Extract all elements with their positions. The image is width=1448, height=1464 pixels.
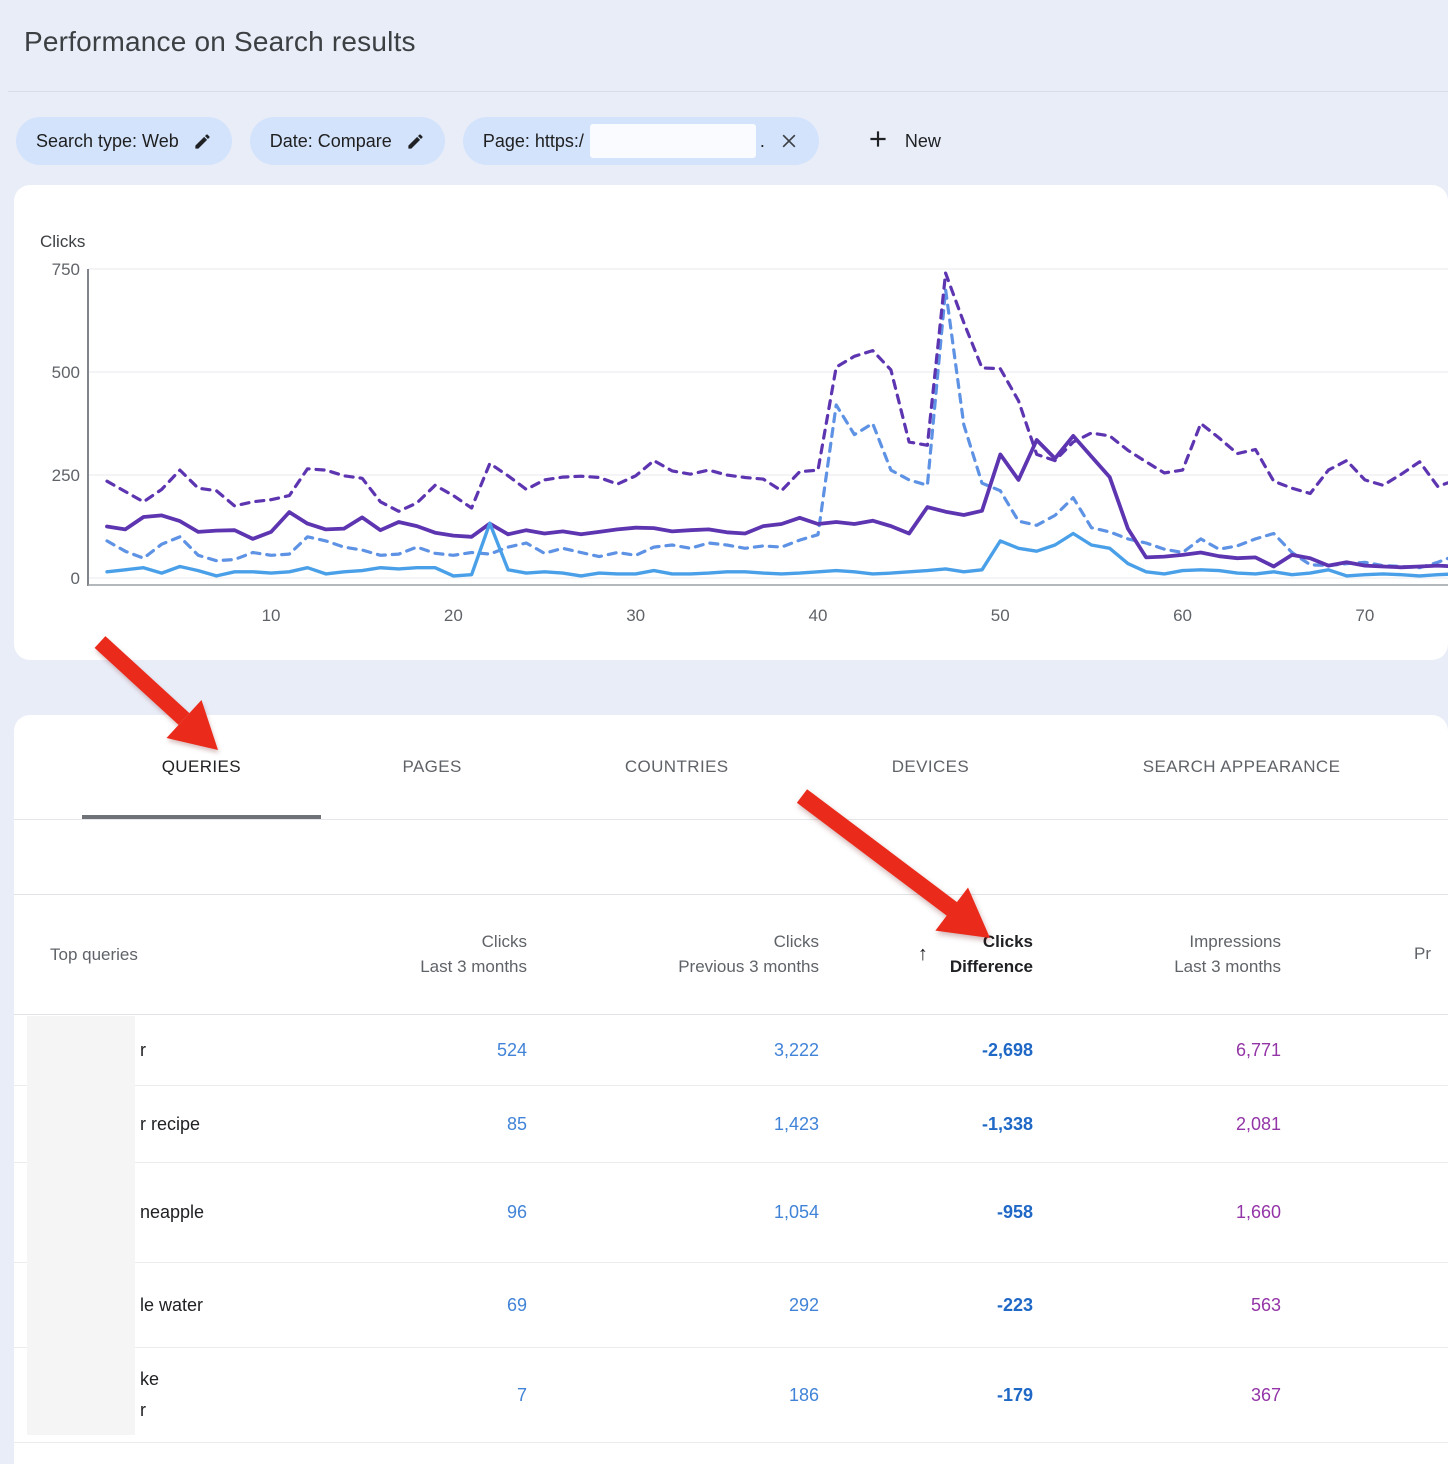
- dimension-tabs: QUERIESPAGESCOUNTRIESDEVICESSEARCH APPEA…: [14, 715, 1448, 820]
- impressions-value: 563: [1033, 1295, 1281, 1316]
- filter-bar: Search type: Web Date: Compare Page: https…: [16, 117, 941, 165]
- column-header-line1: Clicks: [774, 932, 819, 952]
- top-queries-header: Top queries: [14, 945, 380, 965]
- x-tick-label: 10: [262, 606, 281, 625]
- x-tick-label: 50: [991, 606, 1010, 625]
- column-header-line2: Last 3 months: [1174, 957, 1281, 977]
- table-row[interactable]: neapple961,054-9581,660: [14, 1163, 1448, 1263]
- table-header-row: Top queries Clicks Last 3 months Clicks Prev…: [14, 894, 1448, 1015]
- x-tick-label: 40: [809, 606, 828, 625]
- close-icon[interactable]: [779, 131, 799, 151]
- tab-devices[interactable]: DEVICES: [826, 715, 1035, 819]
- filter-chip-label: Date: Compare: [270, 131, 392, 152]
- query-text-fragment: r: [140, 1035, 380, 1066]
- series-impressions-previous-3-months: [107, 273, 1448, 511]
- clicks-previous-value: 292: [527, 1295, 819, 1316]
- column-header-line1: Impressions: [1189, 932, 1281, 952]
- column-header-text: Clicks Previous 3 months: [678, 932, 819, 978]
- clicks-difference-value: -958: [819, 1202, 1033, 1223]
- clicks-value: 524: [380, 1040, 527, 1061]
- table-row[interactable]: r5243,222-2,6986,771: [14, 1015, 1448, 1086]
- tab-pages[interactable]: PAGES: [337, 715, 528, 819]
- clicks-difference-value: -223: [819, 1295, 1033, 1316]
- column-header-text: Clicks Difference: [950, 932, 1033, 978]
- filter-chip-label: Page: https:/: [483, 131, 584, 152]
- query-text-fragment: r recipe: [140, 1109, 380, 1140]
- redacted-url: [590, 124, 756, 158]
- sort-ascending-icon: ↑: [918, 943, 928, 966]
- clicks-difference-value: -2,698: [819, 1040, 1033, 1061]
- chart-card: 0 250 500 750 Clicks 10 20 30 40 50 60 70: [14, 185, 1448, 660]
- clicks-previous-value: 1,054: [527, 1202, 819, 1223]
- column-header-text: Clicks Last 3 months: [420, 932, 527, 978]
- new-filter-label: New: [905, 131, 941, 152]
- y-tick-label: 250: [52, 466, 80, 485]
- header-divider: [8, 91, 1448, 92]
- series-clicks-last-3-months: [107, 523, 1448, 576]
- table-body: r5243,222-2,6986,771r recipe851,423-1,33…: [14, 1015, 1448, 1443]
- column-header-line2: Previous 3 months: [678, 957, 819, 977]
- query-text-fragment: r: [140, 1395, 380, 1426]
- table-card: QUERIESPAGESCOUNTRIESDEVICESSEARCH APPEA…: [14, 715, 1448, 1464]
- column-header-line1: Clicks: [482, 932, 527, 952]
- impressions-value: 1,660: [1033, 1202, 1281, 1223]
- query-text-fragment: ke: [140, 1364, 380, 1395]
- clicks-value: 96: [380, 1202, 527, 1223]
- column-header-clicks-previous-3-months[interactable]: Clicks Previous 3 months: [527, 932, 819, 978]
- filter-chip-label: Search type: Web: [36, 131, 179, 152]
- filter-chip-date[interactable]: Date: Compare: [250, 117, 445, 165]
- query-redaction-block: [27, 1016, 135, 1435]
- column-header-pr[interactable]: Pr: [1281, 944, 1448, 964]
- clicks-value: 69: [380, 1295, 527, 1316]
- table-row[interactable]: le water69292-223563: [14, 1263, 1448, 1348]
- filter-chip-page[interactable]: Page: https:/.: [463, 117, 819, 165]
- chip-suffix-text: .: [760, 131, 765, 152]
- x-tick-label: 30: [626, 606, 645, 625]
- chart-metric-label: Clicks: [40, 232, 85, 251]
- y-tick-label: 500: [52, 363, 80, 382]
- impressions-value: 2,081: [1033, 1114, 1281, 1135]
- column-header-impressions-last-3-months[interactable]: Impressions Last 3 months: [1033, 932, 1281, 978]
- x-tick-label: 60: [1173, 606, 1192, 625]
- tab-search-appearance[interactable]: SEARCH APPEARANCE: [1035, 715, 1448, 819]
- clicks-difference-value: -179: [819, 1385, 1033, 1406]
- clicks-previous-value: 1,423: [527, 1114, 819, 1135]
- table-row[interactable]: r recipe851,423-1,3382,081: [14, 1086, 1448, 1163]
- clicks-previous-value: 186: [527, 1385, 819, 1406]
- column-header-line2: Last 3 months: [420, 957, 527, 977]
- performance-line-chart[interactable]: 0 250 500 750 Clicks 10 20 30 40 50 60 70: [14, 185, 1448, 660]
- table-row[interactable]: ker7186-179367: [14, 1348, 1448, 1443]
- table-toolbar-space: [14, 820, 1448, 894]
- tab-countries[interactable]: COUNTRIES: [528, 715, 826, 819]
- impressions-value: 367: [1033, 1385, 1281, 1406]
- y-tick-label: 0: [71, 569, 80, 588]
- tab-queries[interactable]: QUERIES: [66, 715, 337, 819]
- clicks-previous-value: 3,222: [527, 1040, 819, 1061]
- column-header-line1: Clicks: [983, 932, 1033, 952]
- clicks-value: 85: [380, 1114, 527, 1135]
- column-header-line2: Difference: [950, 957, 1033, 977]
- column-header-clicks-difference[interactable]: ↑ Clicks Difference: [819, 932, 1033, 978]
- impressions-value: 6,771: [1033, 1040, 1281, 1061]
- edit-pencil-icon[interactable]: [193, 132, 212, 151]
- query-text-fragment: neapple: [140, 1197, 380, 1228]
- page-header: Performance on Search results Search typ…: [0, 0, 1448, 185]
- filter-chip-search-type[interactable]: Search type: Web: [16, 117, 232, 165]
- column-header-line2: Pr: [1414, 944, 1431, 964]
- new-filter-button[interactable]: New: [865, 126, 941, 157]
- clicks-difference-value: -1,338: [819, 1114, 1033, 1135]
- column-header-clicks-last-3-months[interactable]: Clicks Last 3 months: [380, 932, 527, 978]
- query-text-fragment: le water: [140, 1290, 380, 1321]
- clicks-value: 7: [380, 1385, 527, 1406]
- x-tick-label: 20: [444, 606, 463, 625]
- x-tick-label: 70: [1355, 606, 1374, 625]
- page-title: Performance on Search results: [24, 26, 416, 58]
- edit-pencil-icon[interactable]: [406, 132, 425, 151]
- column-header-text: Impressions Last 3 months: [1174, 932, 1281, 978]
- column-header-text: Pr: [1414, 944, 1431, 964]
- plus-icon: [865, 126, 891, 157]
- y-tick-label: 750: [52, 260, 80, 279]
